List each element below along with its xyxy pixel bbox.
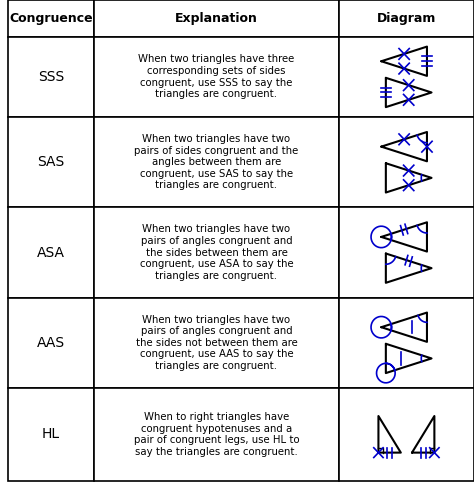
Text: When two triangles have two
pairs of angles congruent and
the sides not between : When two triangles have two pairs of ang… [136,315,297,371]
Bar [8,207,94,298]
Bar [8,388,94,481]
Text: Explanation: Explanation [175,12,258,25]
Text: Diagram: Diagram [377,12,436,25]
Bar [8,298,94,388]
Bar [94,37,339,117]
Text: HL: HL [42,427,60,441]
Text: Congruence: Congruence [9,12,93,25]
Bar [8,0,94,37]
Bar [94,207,339,298]
Bar [8,117,94,207]
Text: When two triangles have three
corresponding sets of sides
congruent, use SSS to : When two triangles have three correspond… [138,55,294,99]
Text: AAS: AAS [37,336,65,350]
Bar [339,0,474,37]
Text: ASA: ASA [37,245,65,260]
Bar [94,0,339,37]
Bar [339,207,474,298]
Bar [339,117,474,207]
Text: When to right triangles have
congruent hypotenuses and a
pair of congruent legs,: When to right triangles have congruent h… [134,412,299,457]
Bar [339,388,474,481]
Bar [94,388,339,481]
Bar [8,37,94,117]
Bar [339,37,474,117]
Bar [94,117,339,207]
Bar [339,298,474,388]
Text: SSS: SSS [38,70,64,84]
Text: When two triangles have two
pairs of sides congruent and the
angles between them: When two triangles have two pairs of sid… [134,134,299,190]
Text: When two triangles have two
pairs of angles congruent and
the sides between them: When two triangles have two pairs of ang… [140,224,293,281]
Text: SAS: SAS [37,155,64,169]
Bar [94,298,339,388]
